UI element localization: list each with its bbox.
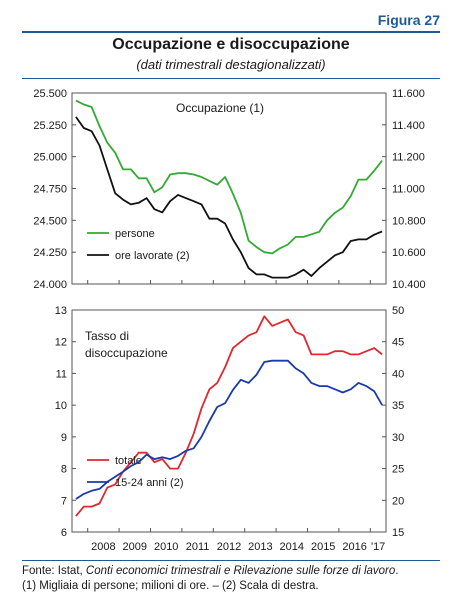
- series-line-totale: [75, 315, 383, 517]
- legend-label: ore lavorate (2): [115, 250, 190, 262]
- x-tick-label: 2010: [154, 541, 178, 553]
- legend-label: totale: [115, 455, 142, 467]
- series-line-15-24-anni-2-: [75, 359, 383, 500]
- left-tick-label: 13: [55, 305, 67, 317]
- x-tick-label: '17: [371, 541, 385, 553]
- right-tick-label: 40: [392, 368, 404, 380]
- x-tick-label: 2013: [248, 541, 272, 553]
- right-tick-label: 10.600: [392, 247, 426, 259]
- right-tick-label: 45: [392, 337, 404, 349]
- panel-title: disoccupazione: [85, 346, 168, 360]
- right-tick-label: 11.400: [392, 120, 425, 132]
- left-tick-label: 11: [56, 368, 67, 380]
- right-tick-label: 30: [392, 432, 404, 444]
- left-tick-label: 25.250: [33, 120, 67, 132]
- x-tick-label: 2016: [342, 541, 366, 553]
- source-prefix: Fonte: Istat,: [22, 565, 86, 577]
- panel-title: Occupazione (1): [176, 101, 264, 115]
- source-footnote: (1) Migliaia di persone; milioni di ore.…: [22, 580, 319, 592]
- left-tick-label: 25.500: [33, 88, 67, 100]
- left-tick-label: 12: [55, 337, 67, 349]
- right-tick-label: 11.000: [392, 184, 425, 196]
- left-tick-label: 24.250: [33, 247, 67, 259]
- source-suffix: .: [395, 565, 399, 577]
- right-tick-label: 11.200: [392, 152, 425, 164]
- right-tick-label: 10.400: [392, 279, 426, 291]
- panel-title: Tasso di: [85, 329, 129, 343]
- right-tick-label: 10.800: [392, 215, 426, 227]
- left-tick-label: 24.000: [33, 279, 67, 291]
- left-tick-label: 24.750: [33, 184, 67, 196]
- title-rule: [22, 78, 440, 79]
- x-tick-label: 2011: [186, 541, 210, 553]
- left-tick-label: 7: [61, 495, 67, 507]
- x-tick-label: 2015: [311, 541, 335, 553]
- series-line-persone: [75, 99, 383, 255]
- left-tick-label: 6: [61, 527, 67, 539]
- x-tick-label: 2009: [123, 541, 147, 553]
- right-tick-label: 35: [392, 400, 404, 412]
- panel-frame-2: [71, 309, 387, 533]
- left-tick-label: 25.000: [33, 152, 67, 164]
- top-rule: [22, 31, 440, 33]
- left-tick-label: 24.500: [33, 215, 67, 227]
- right-tick-label: 20: [392, 495, 404, 507]
- legend-label: persone: [115, 228, 155, 240]
- right-tick-label: 15: [392, 527, 404, 539]
- left-tick-label: 9: [61, 432, 67, 444]
- right-tick-label: 11.600: [392, 88, 425, 100]
- right-tick-label: 50: [392, 305, 404, 317]
- legend-label: 15-24 anni (2): [115, 477, 184, 489]
- left-tick-label: 10: [55, 400, 67, 412]
- x-tick-label: 2014: [280, 541, 304, 553]
- right-tick-label: 25: [392, 464, 404, 476]
- x-tick-label: 2008: [91, 541, 115, 553]
- source-note: Fonte: Istat, Conti economici trimestral…: [22, 564, 398, 594]
- footer-rule: [22, 560, 440, 561]
- figure-label: Figura 27: [377, 12, 440, 28]
- source-title: Conti economici trimestrali e Rilevazion…: [85, 565, 396, 577]
- chart-title: Occupazione e disoccupazione: [112, 36, 350, 53]
- series-line-ore-lavorate-2-: [75, 116, 383, 279]
- chart-subtitle: (dati trimestrali destagionalizzati): [136, 57, 326, 72]
- x-tick-label: 2012: [217, 541, 241, 553]
- left-tick-label: 8: [61, 464, 67, 476]
